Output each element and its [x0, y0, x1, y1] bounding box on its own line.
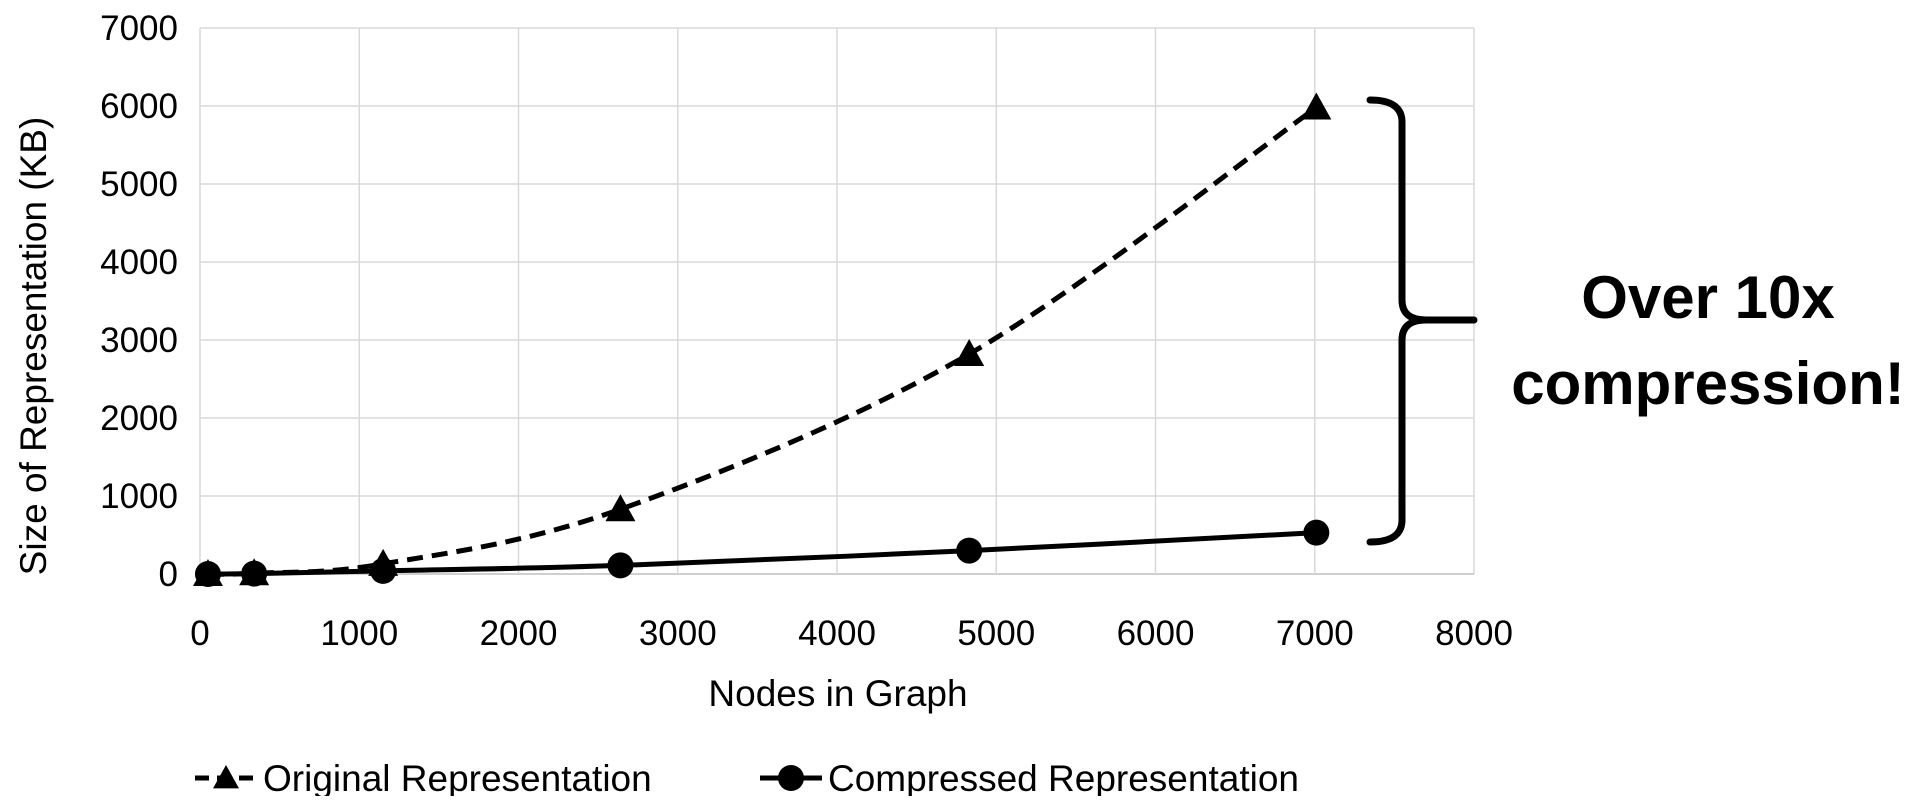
- original-data-point: [605, 494, 636, 522]
- compressed-data-point: [1303, 519, 1330, 546]
- legend-compressed-marker: [778, 765, 804, 791]
- y-tick-label: 1000: [100, 477, 178, 516]
- legend-original-label: Original Representation: [263, 758, 652, 796]
- series-layer: [192, 92, 1332, 587]
- x-tick-label: 1000: [320, 614, 398, 653]
- y-tick-label: 7000: [100, 9, 178, 48]
- compressed-data-point: [956, 537, 983, 564]
- legend-original-marker: [213, 765, 239, 789]
- legend-compressed-label: Compressed Representation: [828, 758, 1299, 796]
- annotation-line-2: compression!: [1511, 350, 1904, 417]
- annotation-line-1: Over 10x: [1581, 264, 1835, 331]
- x-tick-label: 7000: [1276, 614, 1354, 653]
- y-tick-label: 6000: [100, 87, 178, 126]
- y-tick-label: 2000: [100, 399, 178, 438]
- tick-layer: 0 1000 2000 3000 4000 5000 6000 7000 0 1000 2000 30…: [100, 9, 1513, 653]
- x-tick-label: 2000: [480, 614, 558, 653]
- original-series-line: [207, 105, 1318, 577]
- legend: Original Representation Compressed Repres…: [195, 758, 1299, 799]
- x-tick-label: 3000: [639, 614, 717, 653]
- x-tick-label: 0: [190, 614, 209, 653]
- x-tick-label: 6000: [1117, 614, 1195, 653]
- x-tick-label: 8000: [1435, 614, 1513, 653]
- original-data-point: [954, 339, 985, 367]
- x-tick-label: 5000: [957, 614, 1035, 653]
- y-tick-label: 4000: [100, 243, 178, 282]
- y-tick-label: 0: [159, 555, 178, 594]
- compressed-data-point: [194, 561, 221, 587]
- grid-layer: [199, 27, 1475, 575]
- x-axis-title: Nodes in Graph: [708, 673, 967, 714]
- y-tick-label: 3000: [100, 321, 178, 360]
- compressed-data-point: [241, 560, 268, 587]
- x-tick-label: 4000: [798, 614, 876, 653]
- y-tick-label: 5000: [100, 165, 178, 204]
- brace-annotation: [1366, 96, 1478, 546]
- compressed-data-point: [370, 557, 397, 584]
- brace-shape: [1366, 96, 1478, 546]
- original-data-point: [1301, 92, 1332, 120]
- y-axis-title: Size of Representation (KB): [13, 117, 54, 576]
- compressed-data-point: [607, 552, 634, 579]
